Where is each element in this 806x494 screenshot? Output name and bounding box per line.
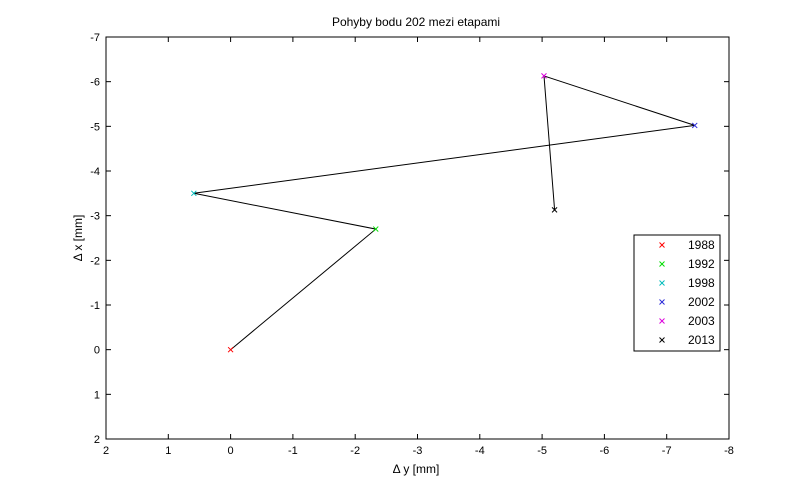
marker-1988 <box>227 346 234 353</box>
x-tick-label: 2 <box>103 445 109 457</box>
marker-2013 <box>551 207 558 213</box>
legend-marker-2013 <box>659 337 665 343</box>
x-tick-label: 1 <box>165 445 171 457</box>
plot-area <box>105 36 730 440</box>
y-tick-label: -5 <box>90 121 100 133</box>
marker-1992 <box>372 226 379 232</box>
x-tick-label: -6 <box>600 445 610 457</box>
legend-label-1992: 1992 <box>688 257 715 271</box>
marker-2003 <box>541 73 547 79</box>
y-tick-label: -7 <box>90 32 100 44</box>
x-tick-label: 0 <box>228 445 234 457</box>
x-tick-label: -2 <box>350 445 360 457</box>
x-tick-label: -1 <box>288 445 298 457</box>
legend-label-2002: 2002 <box>688 295 715 309</box>
x-tick-label: -4 <box>475 445 485 457</box>
movement-path <box>193 75 695 351</box>
legend: 1988 1992 1998 2002 2003 2013 <box>633 234 721 352</box>
y-tick-label: -2 <box>90 255 100 267</box>
y-tick-label: -6 <box>90 77 100 89</box>
legend-marker-1992 <box>659 261 665 267</box>
marker-2002 <box>691 122 698 129</box>
y-tick-label: 2 <box>94 434 100 446</box>
y-tick-label: 1 <box>94 389 100 401</box>
legend-marker-2002 <box>659 299 665 305</box>
x-axis-ticks: 2 1 0 -1 -2 -3 -4 -5 -6 -7 -8 <box>103 37 734 457</box>
y-tick-label: -4 <box>90 166 100 178</box>
legend-label-1998: 1998 <box>688 276 715 290</box>
x-tick-label: -7 <box>662 445 672 457</box>
legend-label-1988: 1988 <box>688 238 715 252</box>
marker-1998 <box>190 190 197 197</box>
x-tick-label: -5 <box>537 445 547 457</box>
legend-marker-2003 <box>659 318 665 324</box>
y-axis-ticks: -7 -6 -5 -4 -3 -2 -1 0 1 2 <box>90 32 729 446</box>
legend-label-2003: 2003 <box>688 314 715 328</box>
chart-title: Pohyby bodu 202 mezi etapami <box>332 15 500 29</box>
x-tick-label: -3 <box>413 445 423 457</box>
y-tick-label: 0 <box>94 345 100 357</box>
legend-label-2013: 2013 <box>688 333 715 347</box>
y-tick-label: -3 <box>90 211 100 223</box>
legend-marker-1998 <box>659 280 665 286</box>
data-markers <box>190 73 698 353</box>
y-tick-label: -1 <box>90 300 100 312</box>
legend-box <box>633 234 721 352</box>
x-tick-label: -8 <box>724 445 734 457</box>
x-axis-label: Δ y [mm] <box>393 462 440 476</box>
legend-marker-1988 <box>659 242 665 248</box>
y-axis-label: Δ x [mm] <box>71 215 85 262</box>
series-path <box>193 75 695 351</box>
